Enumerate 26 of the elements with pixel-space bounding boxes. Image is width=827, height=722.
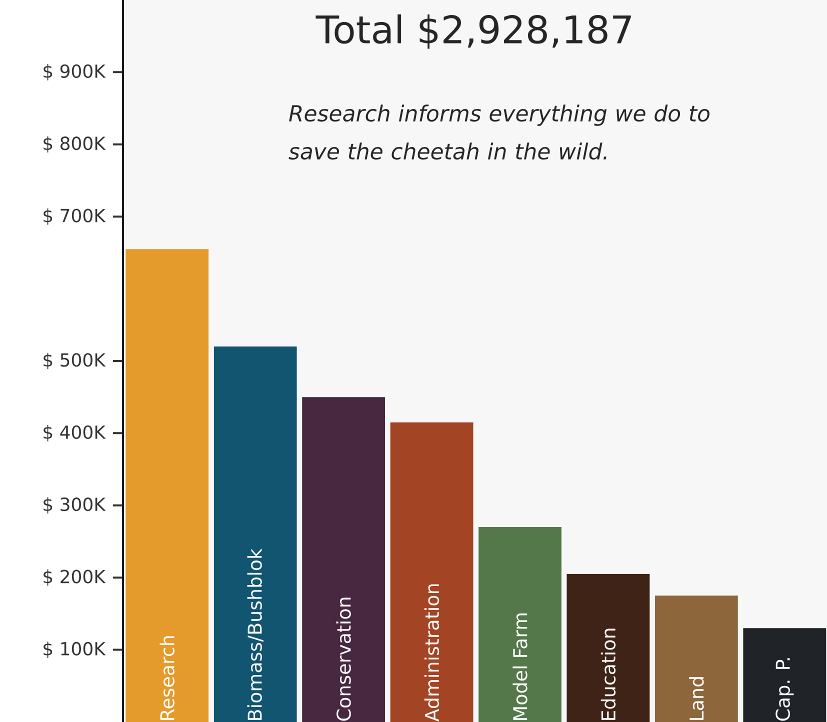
- bar: [126, 249, 209, 722]
- y-tick-label: $ 700K: [44, 208, 106, 225]
- x-tick-label: Cap. P.: [776, 658, 794, 721]
- bar: [743, 628, 826, 722]
- annotation: Research informs everything we do to save the cheetah in the wild.: [288, 104, 710, 160]
- x-tick-label: Education: [600, 628, 616, 720]
- bar: [214, 346, 297, 722]
- bar: [566, 574, 650, 722]
- bar: [390, 422, 474, 722]
- y-tick-label: $ 300K: [44, 497, 106, 514]
- y-tick-label: $ 900K: [44, 64, 106, 80]
- x-tick-label: Conservation: [336, 598, 351, 721]
- y-tick-label: $ 500K: [44, 352, 106, 370]
- bar: [302, 397, 386, 722]
- x-tick-label: Research: [160, 636, 174, 720]
- y-tick-label: $ 100K: [44, 642, 106, 658]
- x-tick-label: Administration: [424, 584, 440, 722]
- y-tick-label: $ 200K: [44, 569, 106, 586]
- x-tick-label: Biomass/Bushblok: [247, 548, 264, 720]
- bar: [654, 596, 738, 722]
- bar: [478, 527, 562, 722]
- chart-title: Total $2,928,187: [316, 14, 631, 49]
- x-tick-label: Model Farm: [512, 613, 528, 720]
- x-tick-label: Land: [689, 677, 704, 720]
- y-tick-label: $ 800K: [44, 136, 106, 153]
- y-tick-label: $ 400K: [44, 425, 106, 442]
